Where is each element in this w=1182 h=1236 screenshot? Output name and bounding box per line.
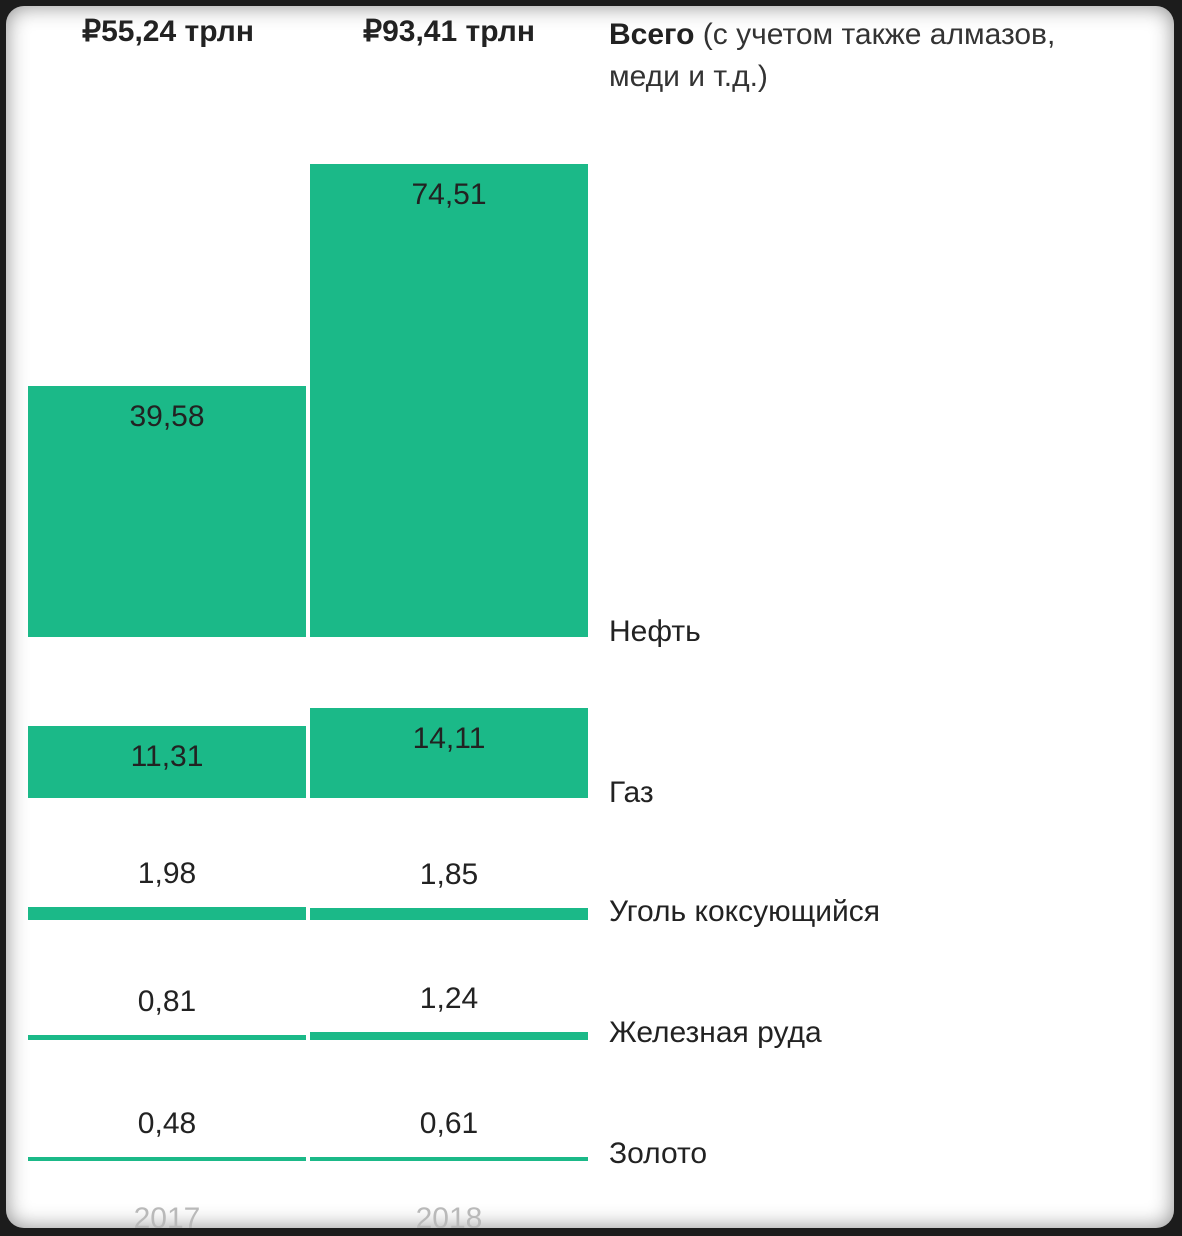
value-label-gas-2018: 14,11: [412, 722, 486, 755]
value-label-iron-ore-2017: 0,81: [137, 985, 197, 1018]
year-label-2018: 2018: [415, 1202, 483, 1228]
bar-gas-2018: [310, 708, 588, 798]
total-2018: ₽93,41 трлн: [363, 15, 535, 48]
value-label-gas-2017: 11,31: [130, 740, 204, 773]
value-label-gold-2018: 0,61: [419, 1107, 479, 1140]
bar-coal-2018: [310, 908, 588, 920]
category-label-iron-ore: Железная руда: [609, 1016, 822, 1049]
total-label-rest: (с учетом также алмазов, меди и т.д.): [609, 18, 1056, 93]
total-label-bold: Всего: [609, 18, 695, 51]
value-label-iron-ore-2018: 1,24: [419, 982, 479, 1015]
category-label-gold: Золото: [609, 1137, 708, 1170]
value-label-gold-2017: 0,48: [137, 1107, 197, 1140]
total-description: Всего (с учетом также алмазов, меди и т.…: [609, 14, 1129, 98]
value-label-coal-2017: 1,98: [137, 857, 197, 890]
chart-frame: ₽55,24 трлн ₽93,41 трлн Всего (с учетом …: [6, 6, 1174, 1228]
value-label-oil-2017: 39,58: [129, 400, 205, 433]
bar-iron-ore-2017: [28, 1035, 306, 1040]
category-label-gas: Газ: [609, 776, 654, 809]
bar-iron-ore-2018: [310, 1032, 588, 1040]
bar-gold-2018: [310, 1157, 588, 1161]
chart-svg: [28, 164, 588, 1161]
category-label-coal: Уголь коксующийся: [609, 895, 881, 928]
bar-gold-2017: [28, 1157, 306, 1161]
bar-gas-2017: [28, 726, 306, 798]
year-label-2017: 2017: [133, 1202, 201, 1228]
value-label-coal-2018: 1,85: [419, 858, 479, 891]
total-2017: ₽55,24 трлн: [82, 15, 254, 48]
value-label-oil-2018: 74,51: [411, 178, 487, 211]
bar-oil-2018: [310, 164, 588, 637]
bar-oil-2017: [28, 386, 306, 637]
category-label-oil: Нефть: [609, 615, 701, 648]
bar-coal-2017: [28, 907, 306, 920]
